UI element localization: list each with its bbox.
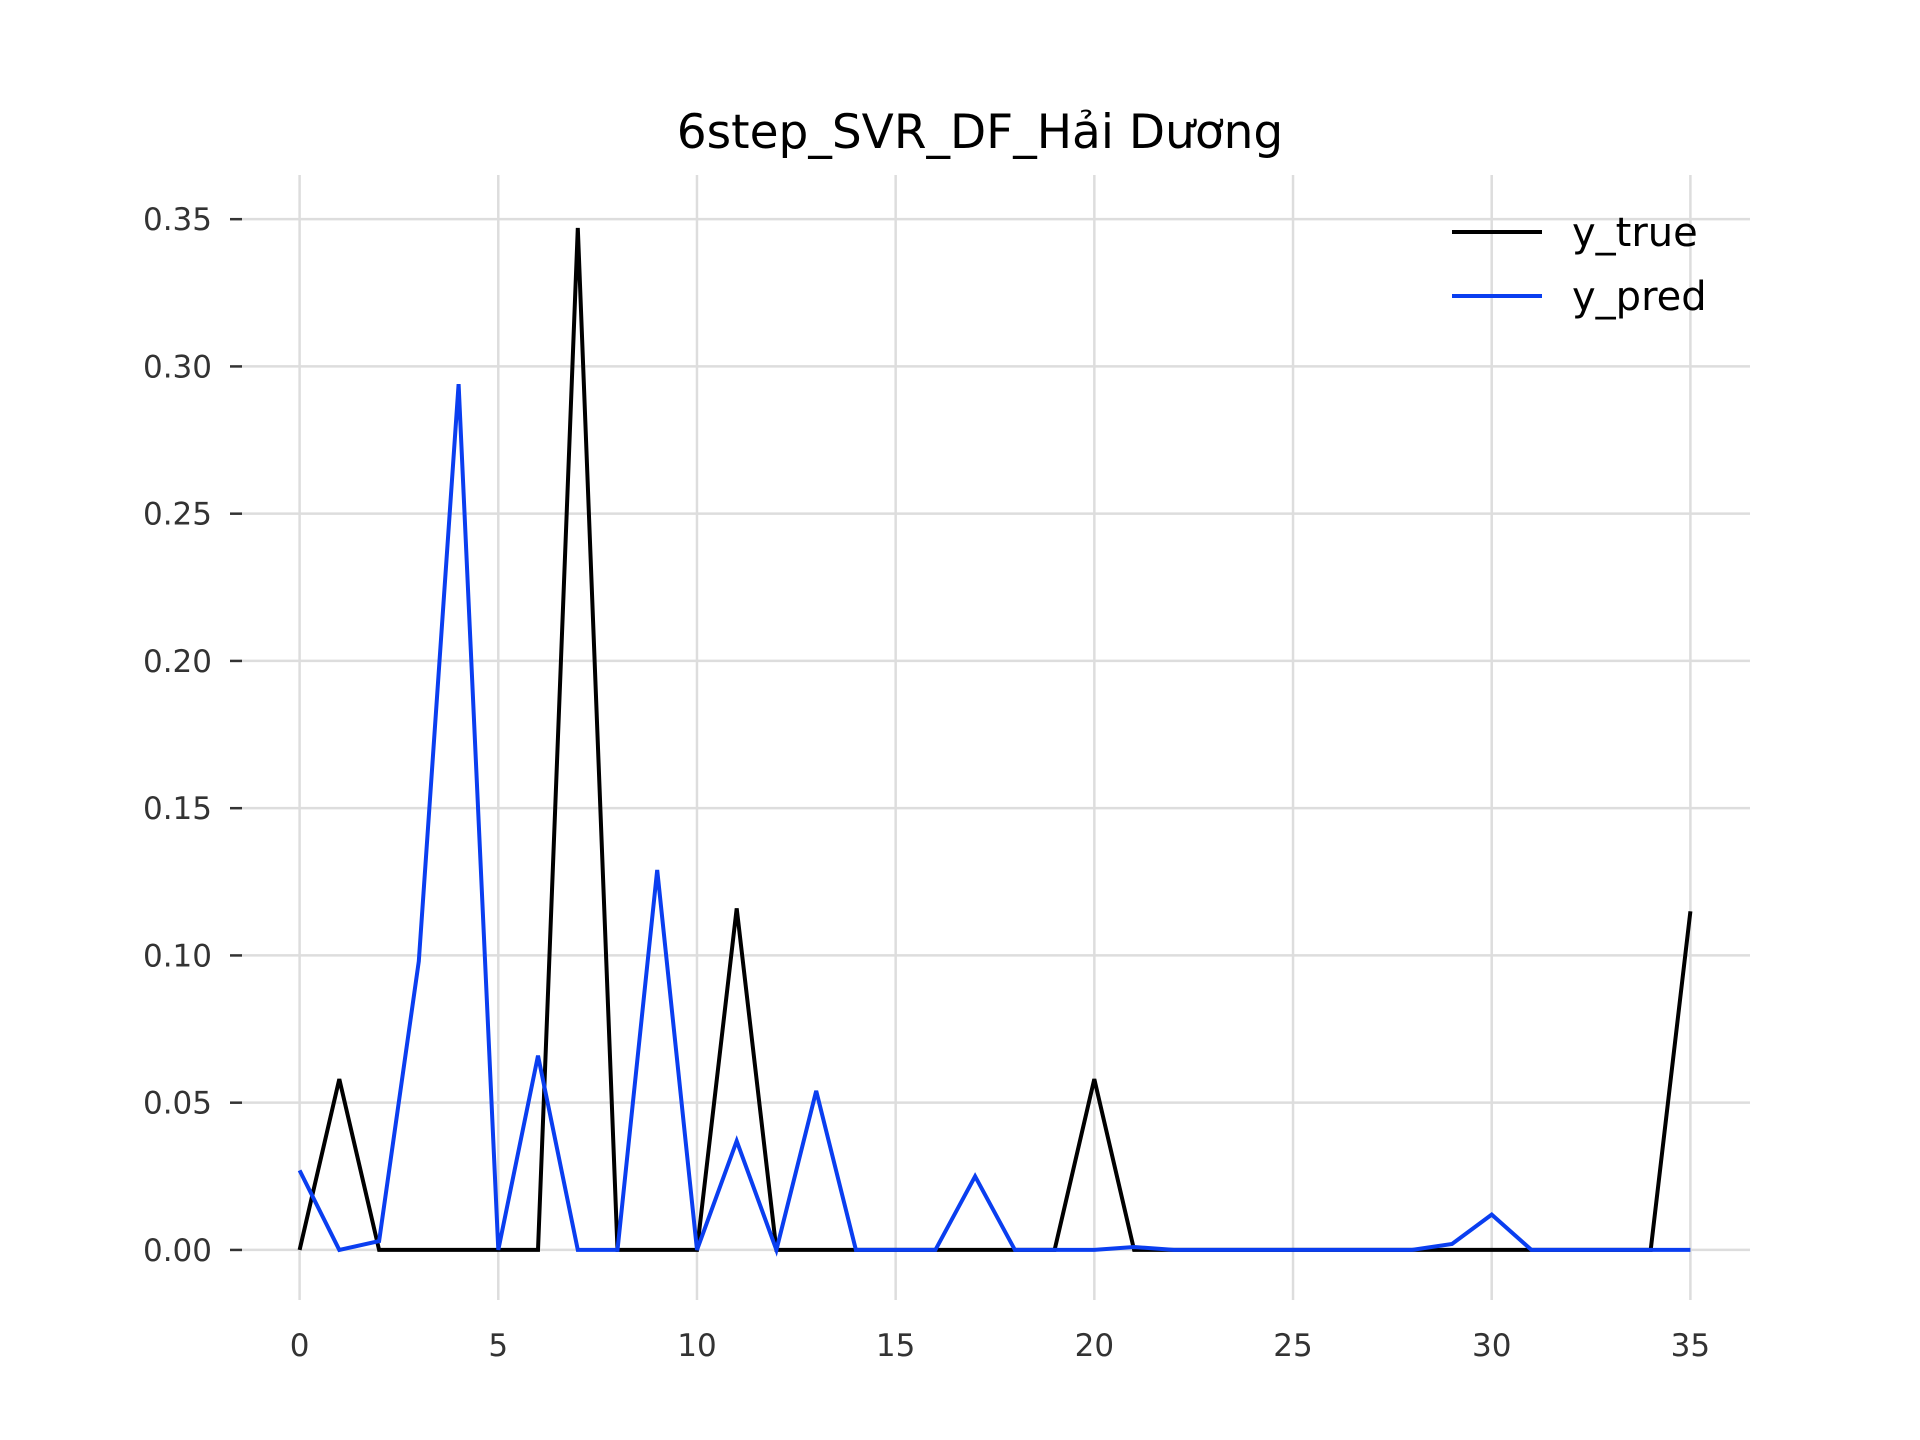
y-tick-label: 0.10 [143,938,212,974]
y-tick-label: 0.15 [143,791,212,827]
x-tick-label: 0 [290,1328,310,1364]
y-tick-label: 0.20 [143,644,212,680]
y-tick-label: 0.25 [143,497,212,533]
axis-ticks: 0 5 10 15 20 25 30 35 0.00 0.05 0.10 0.15 0.20 0.25 0.… [143,202,1710,1364]
chart-title: 6step_SVR_DF_Hải Dương [677,105,1283,160]
grid [240,175,1750,1300]
legend-label: y_true [1572,210,1698,256]
y-tick-label: 0.30 [143,349,212,385]
x-tick-label: 5 [488,1328,508,1364]
x-tick-label: 30 [1472,1328,1511,1364]
legend: y_true y_pred [1452,210,1707,320]
x-tick-label: 15 [876,1328,915,1364]
series-lines [297,227,1693,1257]
x-tick-label: 10 [677,1328,716,1364]
series-line-y-true [297,227,1693,1252]
legend-label: y_pred [1572,274,1707,320]
y-tick-label: 0.05 [143,1086,212,1122]
x-tick-label: 25 [1273,1328,1312,1364]
series-line-y-pred [297,383,1691,1257]
x-tick-label: 35 [1671,1328,1710,1364]
y-tick-label: 0.00 [143,1233,212,1269]
y-tick-label: 0.35 [143,202,212,238]
x-tick-label: 20 [1075,1328,1114,1364]
